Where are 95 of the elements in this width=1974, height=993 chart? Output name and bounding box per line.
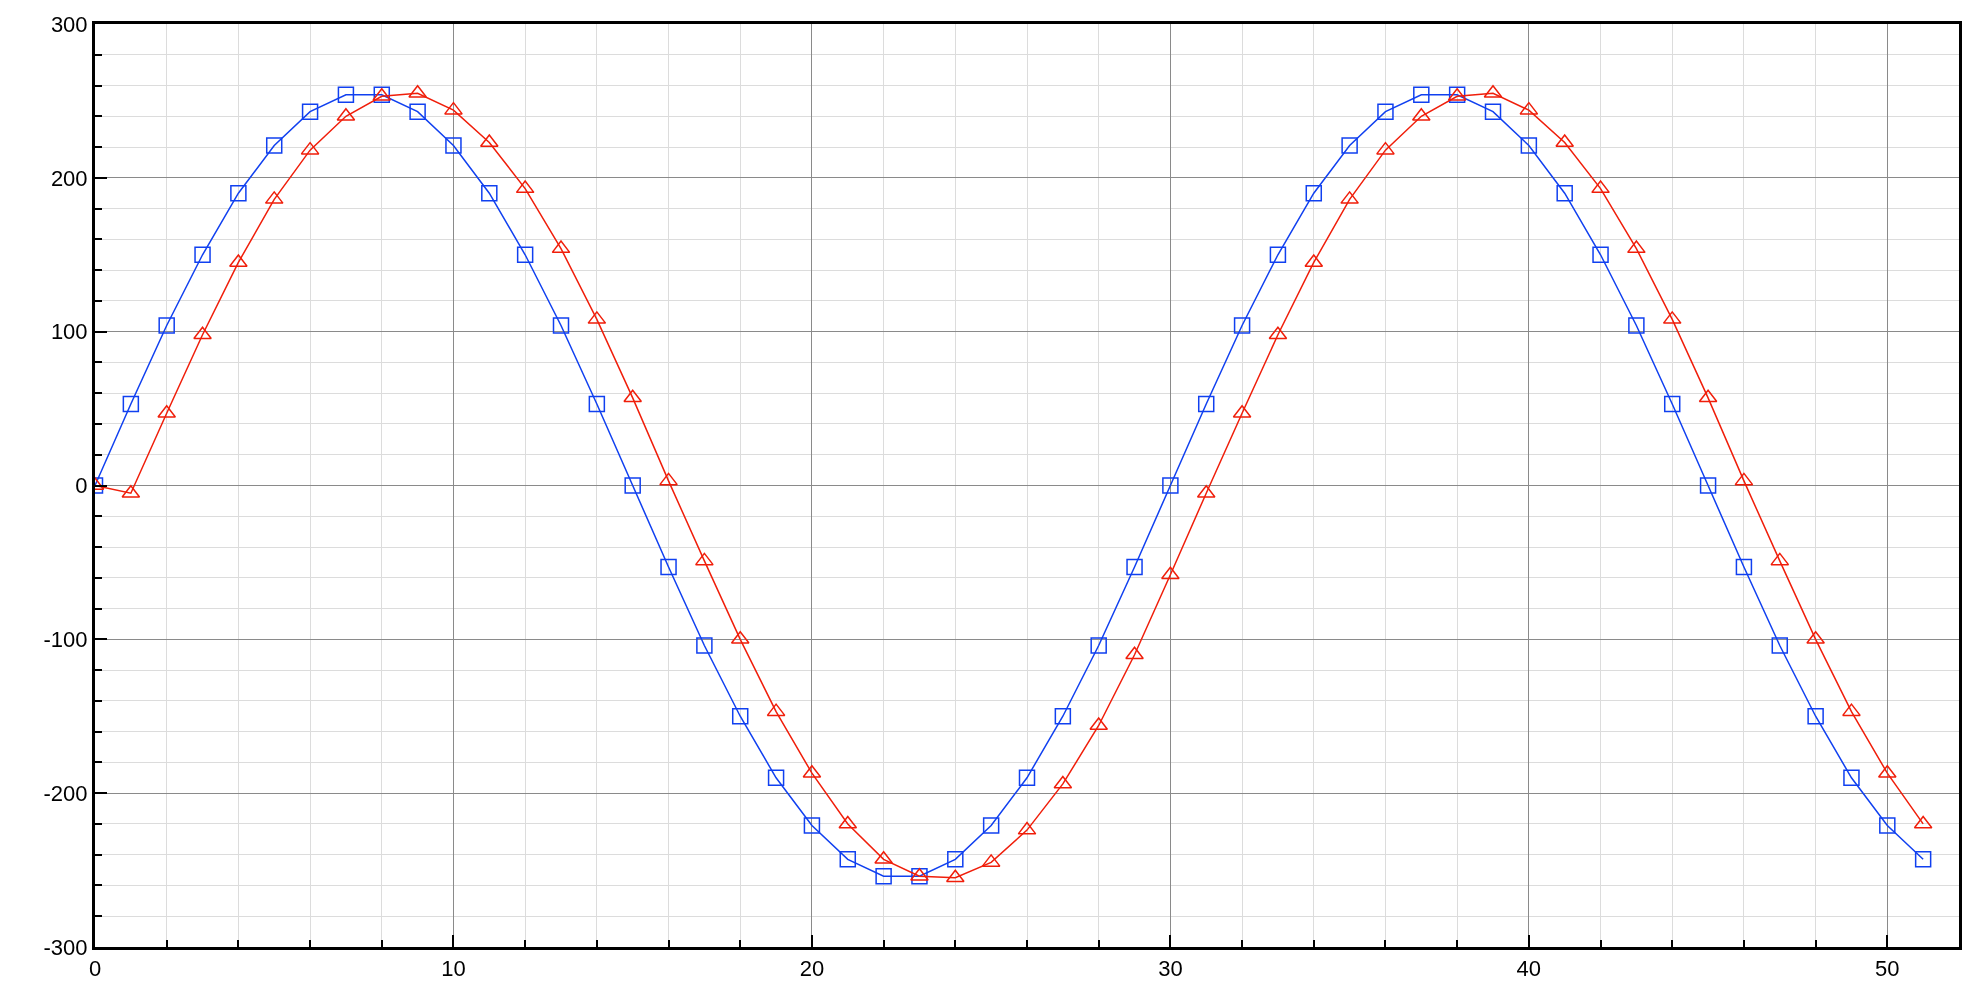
x-tick-label: 50 xyxy=(1875,956,1900,982)
point xyxy=(1591,180,1610,194)
point xyxy=(1663,395,1681,413)
point xyxy=(982,817,1000,834)
point xyxy=(1269,246,1287,263)
point xyxy=(910,867,929,881)
point xyxy=(1018,769,1036,787)
point xyxy=(659,472,678,486)
point xyxy=(265,137,283,154)
point xyxy=(1341,137,1358,154)
point xyxy=(1520,137,1538,154)
point xyxy=(194,246,211,263)
point xyxy=(766,703,786,717)
y-tick-label: -200 xyxy=(43,780,88,806)
point xyxy=(1843,769,1860,787)
point xyxy=(300,141,320,155)
point xyxy=(1626,240,1646,254)
point xyxy=(660,558,677,576)
y-tick-label: -300 xyxy=(43,934,88,960)
point xyxy=(1233,317,1251,334)
point xyxy=(1305,184,1323,202)
y-tick-label: 0 xyxy=(75,473,88,499)
point xyxy=(1735,558,1753,576)
point xyxy=(803,817,821,834)
point xyxy=(1592,246,1609,263)
point xyxy=(1484,103,1502,120)
y-tick-label: 300 xyxy=(50,11,88,37)
point xyxy=(1197,395,1215,413)
point xyxy=(1160,566,1180,580)
point xyxy=(588,395,606,413)
point xyxy=(301,103,319,120)
point xyxy=(839,851,857,868)
point xyxy=(694,552,714,566)
point xyxy=(624,477,641,494)
point xyxy=(1162,477,1179,494)
point xyxy=(337,86,355,104)
point xyxy=(1699,477,1717,494)
point xyxy=(121,484,141,498)
point xyxy=(875,867,892,885)
point xyxy=(1556,184,1573,202)
point xyxy=(945,869,965,883)
point xyxy=(838,815,858,829)
point xyxy=(408,84,428,98)
point xyxy=(158,317,175,334)
point xyxy=(1914,851,1932,868)
point xyxy=(515,180,535,194)
point xyxy=(802,764,822,778)
point xyxy=(911,867,928,885)
point xyxy=(193,326,212,340)
point xyxy=(696,637,713,654)
point xyxy=(1377,103,1394,120)
point xyxy=(1126,558,1143,576)
y-tick-label: 100 xyxy=(50,319,88,345)
point xyxy=(444,101,463,115)
point xyxy=(1232,404,1252,418)
point xyxy=(1054,708,1072,725)
point xyxy=(1268,326,1288,340)
y-tick-label: 200 xyxy=(50,165,88,191)
point xyxy=(445,137,462,154)
point xyxy=(947,851,964,868)
x-tick-label: 20 xyxy=(799,956,825,982)
point xyxy=(1734,472,1754,486)
point xyxy=(1483,84,1503,98)
point xyxy=(1698,389,1718,403)
x-tick-label: 40 xyxy=(1516,956,1542,982)
point xyxy=(1090,637,1107,654)
point xyxy=(516,246,534,263)
x-tick-label: 10 xyxy=(441,956,466,982)
point xyxy=(1053,775,1073,789)
point xyxy=(1413,86,1430,104)
point xyxy=(1017,821,1037,835)
point xyxy=(731,708,749,725)
point xyxy=(1842,703,1861,717)
point xyxy=(1519,101,1539,115)
point xyxy=(552,317,570,334)
point xyxy=(1807,708,1824,725)
point xyxy=(230,184,247,202)
point xyxy=(1628,317,1645,334)
y-tick-label: -100 xyxy=(43,627,88,653)
point xyxy=(157,404,177,418)
point xyxy=(1877,764,1897,778)
point xyxy=(1879,817,1896,834)
point xyxy=(1771,637,1789,654)
point xyxy=(767,769,785,787)
point xyxy=(623,389,643,403)
point xyxy=(1125,646,1144,660)
point xyxy=(1770,552,1790,566)
point xyxy=(122,395,140,413)
point xyxy=(481,184,498,202)
x-tick-label: 30 xyxy=(1158,956,1183,982)
point xyxy=(551,240,571,254)
point xyxy=(1376,141,1395,155)
point xyxy=(409,103,426,120)
point xyxy=(1196,484,1216,498)
point xyxy=(1913,815,1933,829)
